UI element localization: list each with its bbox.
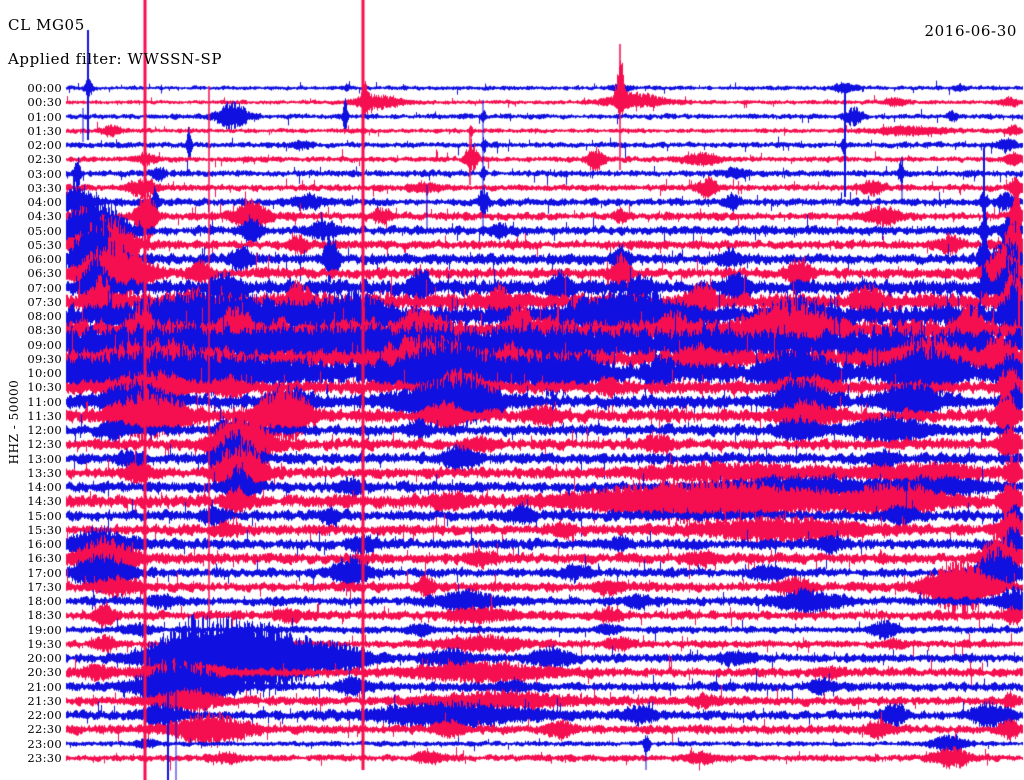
time-label: 02:30: [27, 152, 62, 167]
time-label: 05:30: [27, 237, 62, 252]
time-label: 23:30: [27, 751, 62, 765]
time-label: 04:30: [27, 209, 62, 224]
time-label: 07:30: [27, 294, 62, 309]
time-label: 21:30: [27, 693, 62, 708]
time-label: 03:00: [27, 166, 62, 181]
time-label: 04:00: [27, 195, 62, 210]
time-label: 11:00: [27, 394, 62, 409]
time-label: 19:30: [27, 636, 62, 651]
time-label: 15:30: [27, 522, 62, 537]
time-label: 08:00: [27, 309, 62, 324]
time-label: 02:00: [27, 138, 62, 153]
time-label: 18:00: [27, 594, 62, 609]
time-label: 10:00: [27, 366, 62, 381]
applied-filter-label: Applied filter: WWSSN-SP: [8, 50, 223, 68]
time-label: 09:00: [27, 337, 62, 352]
station-code: CL MG05: [8, 16, 85, 34]
time-label: 12:00: [27, 423, 62, 438]
time-label: 22:30: [27, 722, 62, 737]
time-label: 10:30: [27, 380, 62, 395]
time-label: 01:00: [27, 109, 62, 124]
time-label: 03:30: [27, 180, 62, 195]
time-label: 21:00: [27, 679, 62, 694]
time-label: 08:30: [27, 323, 62, 338]
time-label: 15:00: [27, 508, 62, 523]
time-label: 00:30: [27, 95, 62, 110]
time-label: 09:30: [27, 351, 62, 366]
time-label: 06:00: [27, 252, 62, 267]
time-label: 11:30: [27, 408, 62, 423]
time-label: 16:00: [27, 537, 62, 552]
time-label: 23:00: [27, 736, 62, 751]
time-label: 06:30: [27, 266, 62, 281]
time-label: 14:30: [27, 494, 62, 509]
time-label: 14:00: [27, 480, 62, 495]
time-label: 13:00: [27, 451, 62, 466]
time-label: 01:30: [27, 123, 62, 138]
record-date: 2016-06-30: [924, 22, 1017, 40]
time-label: 00:00: [27, 81, 62, 95]
time-label: 12:30: [27, 437, 62, 452]
time-label: 18:30: [27, 608, 62, 623]
time-label: 22:00: [27, 708, 62, 723]
time-label: 13:30: [27, 465, 62, 480]
time-label: 19:00: [27, 622, 62, 637]
time-label: 16:30: [27, 551, 62, 566]
time-label: 17:00: [27, 565, 62, 580]
time-label: 07:00: [27, 280, 62, 295]
time-label: 20:30: [27, 665, 62, 680]
time-label: 05:00: [27, 223, 62, 238]
time-label: 20:00: [27, 651, 62, 666]
time-label: 17:30: [27, 579, 62, 594]
